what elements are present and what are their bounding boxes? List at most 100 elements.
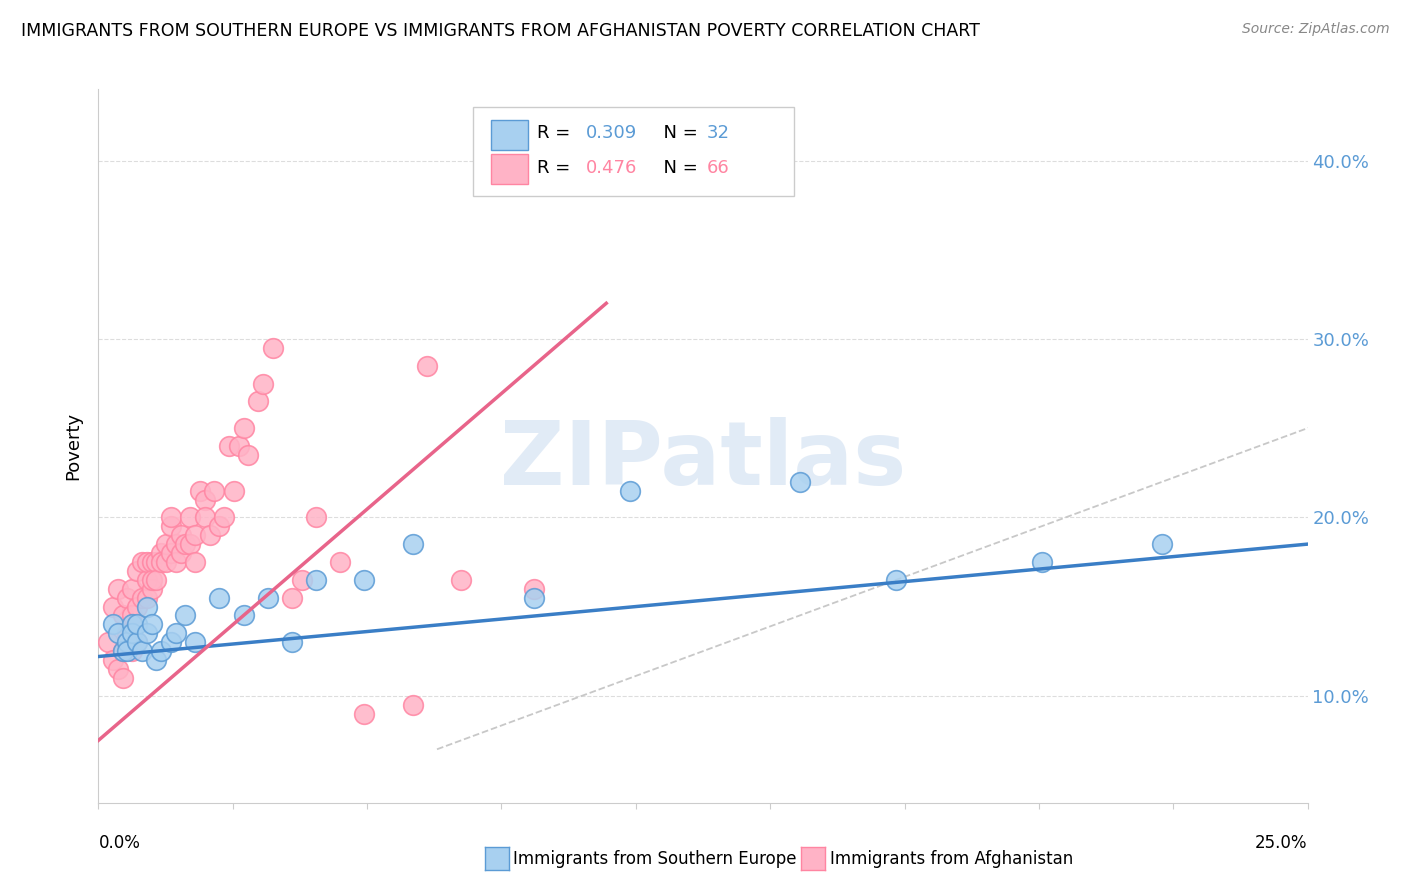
Point	[127, 599, 149, 614]
Point	[107, 626, 129, 640]
Point	[402, 698, 425, 712]
Point	[111, 644, 134, 658]
Point	[619, 483, 641, 498]
Point	[262, 341, 284, 355]
Point	[247, 394, 270, 409]
Point	[107, 582, 129, 596]
Point	[194, 492, 217, 507]
Text: 0.0%: 0.0%	[98, 834, 141, 852]
Point	[353, 573, 375, 587]
Point	[160, 510, 183, 524]
Point	[160, 635, 183, 649]
Point	[131, 555, 153, 569]
FancyBboxPatch shape	[474, 107, 793, 196]
Point	[232, 608, 254, 623]
Point	[222, 483, 245, 498]
Point	[174, 537, 197, 551]
Point	[150, 555, 173, 569]
Point	[145, 653, 167, 667]
Point	[232, 421, 254, 435]
Point	[886, 573, 908, 587]
Text: 25.0%: 25.0%	[1256, 834, 1308, 852]
Point	[208, 591, 231, 605]
Point	[523, 582, 546, 596]
Point	[305, 573, 328, 587]
Text: 32: 32	[707, 125, 730, 143]
FancyBboxPatch shape	[492, 120, 527, 150]
Point	[194, 510, 217, 524]
Point	[184, 555, 207, 569]
Point	[160, 519, 183, 533]
Point	[141, 582, 163, 596]
Point	[141, 617, 163, 632]
Point	[127, 564, 149, 578]
Point	[101, 653, 124, 667]
Point	[179, 537, 201, 551]
Point	[281, 591, 304, 605]
Point	[204, 483, 226, 498]
Point	[141, 573, 163, 587]
Point	[121, 582, 143, 596]
Point	[121, 626, 143, 640]
Text: Immigrants from Southern Europe: Immigrants from Southern Europe	[513, 850, 797, 868]
Y-axis label: Poverty: Poverty	[65, 412, 83, 480]
Point	[523, 591, 546, 605]
Point	[135, 573, 157, 587]
Point	[135, 555, 157, 569]
Point	[117, 626, 139, 640]
Text: 0.309: 0.309	[586, 125, 637, 143]
Point	[121, 617, 143, 632]
Point	[238, 448, 260, 462]
Point	[117, 591, 139, 605]
Text: R =: R =	[537, 159, 576, 177]
Text: 0.476: 0.476	[586, 159, 637, 177]
Point	[179, 510, 201, 524]
Point	[184, 635, 207, 649]
Point	[252, 376, 274, 391]
Point	[117, 644, 139, 658]
Point	[150, 644, 173, 658]
Point	[101, 617, 124, 632]
Point	[107, 662, 129, 676]
Point	[97, 635, 120, 649]
Point	[145, 573, 167, 587]
Text: Immigrants from Afghanistan: Immigrants from Afghanistan	[830, 850, 1073, 868]
Point	[281, 635, 304, 649]
Point	[131, 644, 153, 658]
Point	[184, 528, 207, 542]
Point	[127, 635, 149, 649]
Point	[160, 546, 183, 560]
Point	[198, 528, 221, 542]
Point	[135, 599, 157, 614]
Point	[131, 591, 153, 605]
Text: 66: 66	[707, 159, 730, 177]
Point	[101, 599, 124, 614]
Point	[208, 519, 231, 533]
Point	[169, 528, 191, 542]
Point	[212, 510, 235, 524]
Point	[111, 608, 134, 623]
Text: Source: ZipAtlas.com: Source: ZipAtlas.com	[1241, 22, 1389, 37]
Point	[145, 555, 167, 569]
Point	[188, 483, 211, 498]
Point	[218, 439, 240, 453]
Point	[169, 546, 191, 560]
Point	[228, 439, 250, 453]
Point	[789, 475, 811, 489]
FancyBboxPatch shape	[492, 154, 527, 184]
Point	[121, 608, 143, 623]
Point	[329, 555, 352, 569]
Point	[111, 644, 134, 658]
Point	[155, 537, 177, 551]
Text: IMMIGRANTS FROM SOUTHERN EUROPE VS IMMIGRANTS FROM AFGHANISTAN POVERTY CORRELATI: IMMIGRANTS FROM SOUTHERN EUROPE VS IMMIG…	[21, 22, 980, 40]
Point	[165, 537, 187, 551]
Point	[256, 591, 278, 605]
Point	[127, 635, 149, 649]
Point	[1031, 555, 1053, 569]
Point	[111, 671, 134, 685]
Point	[416, 359, 439, 373]
Point	[402, 537, 425, 551]
Point	[450, 573, 472, 587]
Text: N =: N =	[652, 125, 704, 143]
Point	[155, 555, 177, 569]
